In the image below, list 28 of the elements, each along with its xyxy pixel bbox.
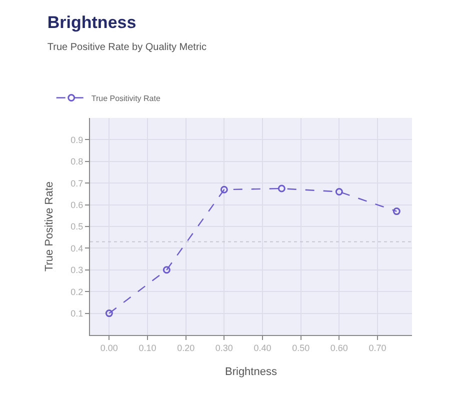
y-axis-title: True Positive Rate <box>43 181 56 272</box>
point <box>105 310 113 318</box>
x-tick-label: 0.20 <box>177 342 195 353</box>
point <box>392 208 400 216</box>
point <box>220 186 228 194</box>
x-tick-label: 0.00 <box>100 342 118 353</box>
x-tick-label: 0.30 <box>215 342 233 353</box>
y-tick-label: 0.7 <box>70 178 84 188</box>
y-tick-label: 0.3 <box>70 265 84 276</box>
point <box>162 266 170 274</box>
y-tick-label: 0.8 <box>70 156 84 167</box>
y-tick-label: 0.4 <box>70 243 84 254</box>
y-tick-label: 0.9 <box>70 134 84 145</box>
point <box>335 188 343 196</box>
x-tick-label: 0.70 <box>368 342 386 353</box>
y-tick-label: 0.2 <box>70 286 84 297</box>
chart-title: Brightness <box>47 12 136 32</box>
y-tick-label: 0.6 <box>70 200 84 210</box>
y-tick-label: 0.5 <box>70 222 84 232</box>
x-tick-label: 0.40 <box>254 342 272 353</box>
x-tick-label: 0.60 <box>330 342 348 353</box>
y-tick-label: 0.1 <box>70 308 84 318</box>
x-axis-title: Brightness <box>225 366 278 378</box>
point <box>278 184 286 192</box>
chart-subtitle: True Positive Rate by Quality Metric <box>47 42 207 53</box>
x-tick-label: 0.50 <box>292 342 310 353</box>
x-tick-label: 0.10 <box>138 342 156 353</box>
legend-label: True Positivity Rate <box>91 94 161 103</box>
